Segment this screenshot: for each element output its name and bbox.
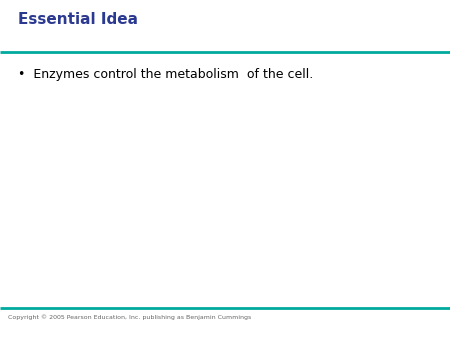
Text: Copyright © 2005 Pearson Education, Inc. publishing as Benjamin Cummings: Copyright © 2005 Pearson Education, Inc.… <box>8 314 251 320</box>
Text: Essential Idea: Essential Idea <box>18 12 138 27</box>
Text: •  Enzymes control the metabolism  of the cell.: • Enzymes control the metabolism of the … <box>18 68 313 81</box>
